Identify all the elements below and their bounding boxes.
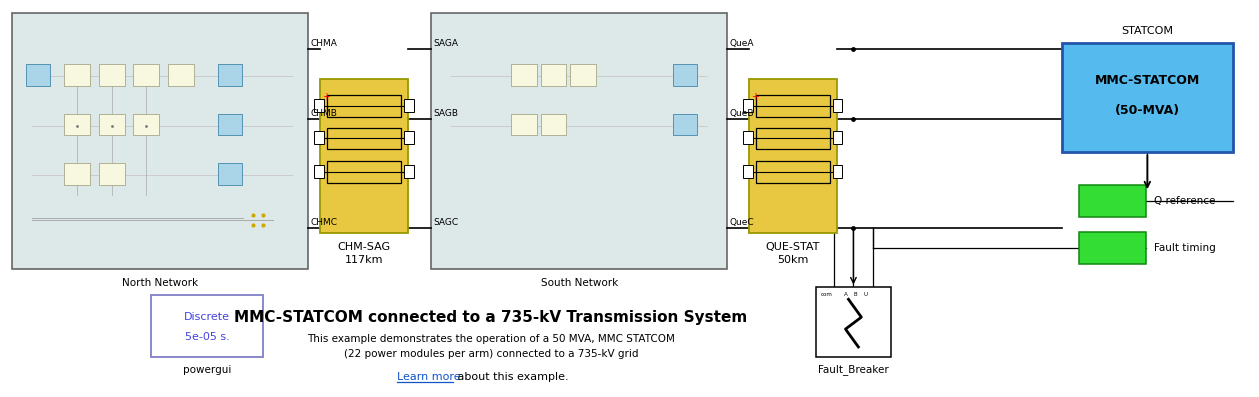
Bar [1079, 232, 1147, 264]
Text: STATCOM: STATCOM [1122, 26, 1173, 36]
Bar [151, 295, 263, 357]
Text: (50-MVA): (50-MVA) [1114, 104, 1180, 117]
Bar [757, 127, 830, 149]
Bar [540, 64, 567, 86]
Bar [511, 114, 536, 135]
Text: powergui: powergui [183, 365, 232, 375]
Text: about this example.: about this example. [454, 372, 569, 382]
Text: Learn more: Learn more [397, 372, 461, 382]
Bar [13, 13, 308, 270]
Text: Q reference: Q reference [1155, 196, 1216, 206]
Text: Fault_Breaker: Fault_Breaker [818, 364, 889, 375]
Text: +: + [322, 92, 330, 102]
Text: QUE-STAT: QUE-STAT [765, 242, 820, 252]
Bar [743, 99, 753, 112]
Bar [169, 64, 194, 86]
Text: CHMB: CHMB [310, 108, 337, 118]
Bar [315, 131, 324, 145]
Text: 50km: 50km [777, 254, 808, 264]
Text: QueB: QueB [729, 108, 754, 118]
Bar [757, 161, 830, 183]
Bar [432, 13, 728, 270]
Text: B: B [854, 292, 857, 297]
Bar [757, 95, 830, 117]
Bar [327, 95, 400, 117]
Bar [743, 131, 753, 145]
Bar [832, 131, 842, 145]
Text: North Network: North Network [122, 278, 199, 288]
Bar [404, 165, 413, 178]
Bar [832, 99, 842, 112]
Text: Fault timing: Fault timing [1155, 243, 1216, 252]
Bar [64, 64, 89, 86]
Bar [832, 165, 842, 178]
Text: QueA: QueA [729, 39, 754, 48]
Bar [133, 64, 160, 86]
Bar [404, 131, 413, 145]
Text: 117km: 117km [345, 254, 383, 264]
Text: CHMA: CHMA [310, 39, 337, 48]
Text: SAGB: SAGB [433, 108, 458, 118]
Bar [404, 99, 413, 112]
Bar [570, 64, 597, 86]
Text: QueC: QueC [729, 218, 754, 227]
Bar [315, 99, 324, 112]
Bar [327, 127, 400, 149]
Bar [540, 114, 567, 135]
Bar [315, 165, 324, 178]
Bar [749, 79, 836, 233]
Bar [1079, 185, 1147, 217]
Bar [816, 287, 891, 357]
Bar [98, 163, 125, 185]
Text: CHM-SAG: CHM-SAG [337, 242, 390, 252]
Bar [98, 114, 125, 135]
Bar [743, 165, 753, 178]
Text: South Network: South Network [540, 278, 618, 288]
Bar [511, 64, 536, 86]
Text: +: + [752, 92, 759, 102]
Bar [672, 114, 696, 135]
Text: SAGA: SAGA [433, 39, 458, 48]
Text: (22 power modules per arm) connected to a 735-kV grid: (22 power modules per arm) connected to … [344, 349, 638, 359]
Text: CHMC: CHMC [310, 218, 337, 227]
Bar [218, 64, 242, 86]
Text: com: com [821, 292, 832, 297]
Bar [64, 163, 89, 185]
Bar [672, 64, 696, 86]
Text: SAGC: SAGC [433, 218, 458, 227]
Text: This example demonstrates the operation of a 50 MVA, MMC STATCOM: This example demonstrates the operation … [307, 334, 675, 344]
Text: A: A [844, 292, 847, 297]
Bar [327, 161, 400, 183]
Bar [218, 163, 242, 185]
Bar [320, 79, 408, 233]
Text: 5e-05 s.: 5e-05 s. [185, 332, 229, 342]
Bar [1061, 43, 1233, 152]
Bar [98, 64, 125, 86]
Bar [218, 114, 242, 135]
Bar [133, 114, 160, 135]
Text: MMC-STATCOM connected to a 735-kV Transmission System: MMC-STATCOM connected to a 735-kV Transm… [234, 310, 748, 325]
Bar [26, 64, 50, 86]
Text: Discrete: Discrete [184, 312, 230, 322]
Bar [64, 114, 89, 135]
Text: U: U [864, 292, 867, 297]
Text: MMC-STATCOM: MMC-STATCOM [1095, 74, 1200, 87]
